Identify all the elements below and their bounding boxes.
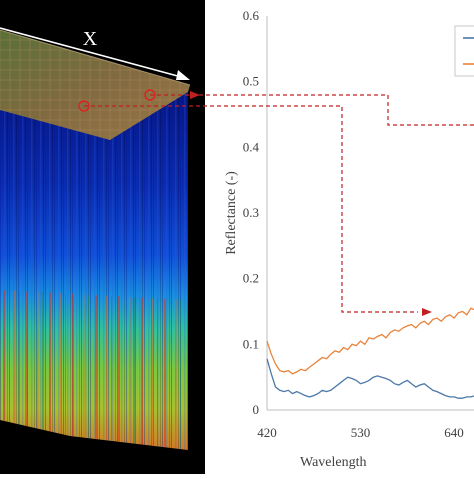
y-axis-label: Reflectance (-) (224, 171, 239, 255)
cube-spectral-streaks (0, 290, 188, 450)
hyperspectral-cube: X (0, 27, 191, 450)
x-tick-label: 640 (444, 425, 464, 440)
cube-top-edge (0, 29, 191, 86)
legend-box (454, 25, 474, 77)
legend (454, 25, 474, 77)
x-axis-arrowhead-icon (176, 70, 190, 80)
reflectance-chart: 0 0.1 0.2 0.3 0.4 0.5 0.6 420 530 640 Reflectance… (224, 8, 474, 470)
x-tick-label: 420 (257, 425, 277, 440)
x-axis-label: X (83, 28, 98, 50)
y-tick-label: 0.4 (243, 139, 260, 154)
series-line-1 (266, 358, 474, 399)
reflectance-chart-panel: 0 0.1 0.2 0.3 0.4 0.5 0.6 420 530 640 Reflectance… (205, 0, 474, 474)
y-tick-label: 0.6 (243, 8, 260, 23)
x-axis-label: Wavelength (300, 455, 367, 470)
x-axis-arrow-line (0, 27, 186, 79)
series-line-2 (266, 307, 474, 375)
hyperspectral-cube-panel: X (0, 0, 205, 474)
y-tick-label: 0 (253, 402, 260, 417)
y-tick-label: 0.2 (243, 271, 259, 286)
x-tick-label: 530 (351, 425, 371, 440)
y-tick-label: 0.1 (243, 336, 259, 351)
y-tick-label: 0.5 (243, 74, 259, 89)
y-tick-label: 0.3 (243, 205, 259, 220)
